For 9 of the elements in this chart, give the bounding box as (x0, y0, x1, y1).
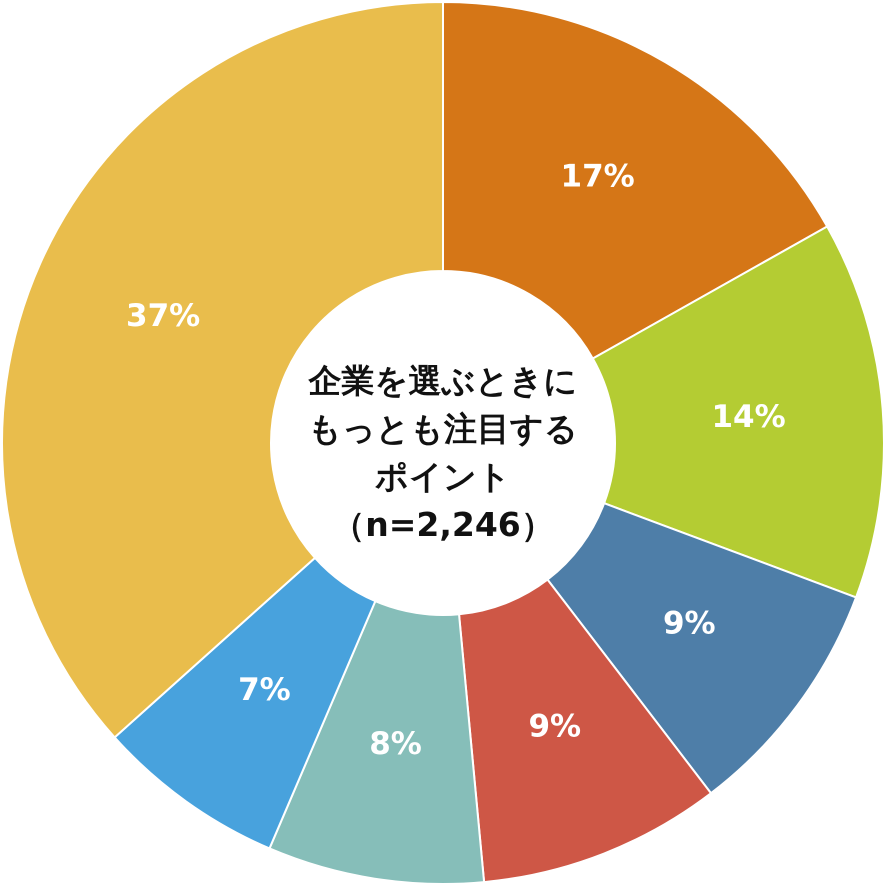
data-label: 8% (369, 726, 422, 762)
text: 企業を選ぶときにもっとも注目するポイント (307, 360, 579, 498)
data-label: 14% (711, 399, 786, 436)
data-label: 9% (662, 606, 716, 642)
data-label: 7% (238, 672, 291, 708)
data-label: 9% (528, 708, 582, 744)
text: （n=2,246） (332, 504, 554, 546)
data-label: 37% (126, 298, 200, 334)
data-label: 17% (560, 158, 635, 194)
